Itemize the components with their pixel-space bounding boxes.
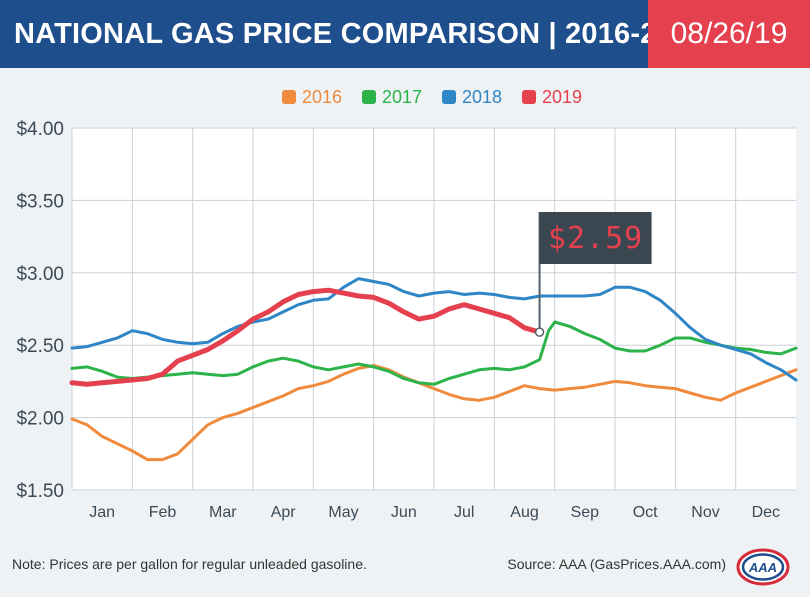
page-title: NATIONAL GAS PRICE COMPARISON | 2016-201… [0, 0, 705, 68]
y-tick-label: $2.00 [16, 409, 64, 430]
x-tick-label: Feb [149, 504, 177, 521]
x-tick-label: Mar [209, 504, 237, 521]
annotation-flag [539, 212, 652, 264]
svg-text:AAA: AAA [748, 560, 777, 575]
legend-swatch [522, 90, 536, 104]
chart-area: $4.00 $3.50 $3.00 $2.50 $2.00 $1.50 Jan Feb Mar A… [0, 68, 810, 547]
aaa-logo: AAA [736, 548, 790, 586]
header: NATIONAL GAS PRICE COMPARISON | 2016-201… [0, 0, 810, 68]
y-tick-label: $2.50 [16, 336, 64, 357]
series-line-2017 [70, 320, 798, 386]
annotation-point [534, 327, 545, 337]
x-tick-label: Jul [454, 504, 474, 521]
legend-label: 2018 [462, 87, 502, 107]
x-tick-label: Nov [691, 504, 719, 521]
legend-swatch [442, 90, 456, 104]
x-tick-label: May [328, 504, 358, 521]
series-line-2019 [69, 287, 543, 387]
x-tick-label: Aug [510, 504, 538, 521]
price-chart: $4.00 $3.50 $3.00 $2.50 $2.00 $1.50 Jan Feb Mar A… [16, 87, 798, 521]
legend-swatch [282, 90, 296, 104]
y-tick-label: $1.50 [16, 481, 64, 502]
y-tick-label: $4.00 [16, 119, 64, 140]
legend-label: 2016 [302, 87, 342, 107]
legend-swatch [362, 90, 376, 104]
x-tick-label: Apr [271, 504, 297, 521]
legend-label: 2019 [542, 87, 582, 107]
date-badge: 08/26/19 [648, 0, 810, 68]
footnote: Note: Prices are per gallon for regular … [12, 556, 367, 572]
x-tick-label: Oct [633, 504, 658, 521]
series-line-2016 [70, 364, 798, 462]
x-tick-label: Jan [89, 504, 115, 521]
x-tick-label: Jun [391, 504, 417, 521]
y-tick-label: $3.50 [16, 191, 64, 212]
series-line-2018 [70, 277, 798, 382]
x-tick-label: Sep [571, 504, 600, 521]
annotation-label: $2.59 [548, 221, 643, 256]
x-tick-label: Dec [752, 504, 780, 521]
y-tick-label: $3.00 [16, 264, 64, 285]
legend-label: 2017 [382, 87, 422, 107]
source-label: Source: AAA (GasPrices.AAA.com) [507, 556, 726, 572]
